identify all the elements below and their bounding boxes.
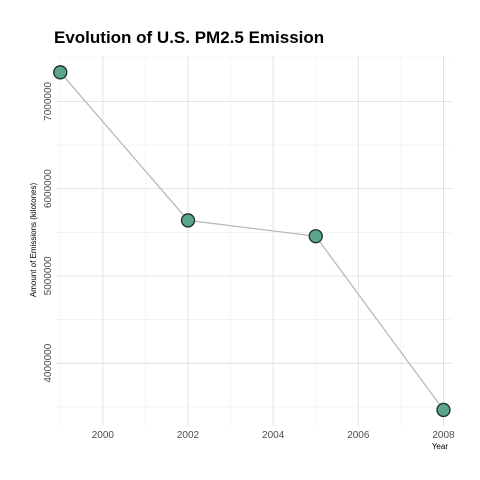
data-point <box>308 229 323 244</box>
x-axis-ticks: 2000 2002 2004 2006 2008 <box>92 430 455 441</box>
y-tick-label: 6000000 <box>43 169 54 208</box>
x-tick-label: 2006 <box>347 430 370 441</box>
chart-title: Evolution of U.S. PM2.5 Emission <box>54 28 324 47</box>
y-axis-title: Amount of Emissions (kilotones) <box>29 183 38 298</box>
y-tick-label: 7000000 <box>43 81 54 120</box>
x-tick-label: 2008 <box>432 430 455 441</box>
data-point <box>53 65 68 80</box>
data-point <box>180 213 196 228</box>
x-tick-label: 2000 <box>92 430 115 441</box>
data-points <box>53 65 451 418</box>
x-tick-label: 2002 <box>177 430 200 441</box>
y-tick-label: 5000000 <box>43 256 54 295</box>
series-line-path <box>59 71 444 411</box>
data-point <box>436 402 451 418</box>
grid <box>56 56 452 426</box>
y-tick-label: 4000000 <box>43 343 54 382</box>
series-line <box>59 71 444 411</box>
y-axis-ticks: 4000000 5000000 6000000 7000000 <box>43 81 54 382</box>
x-tick-label: 2004 <box>262 430 285 441</box>
x-axis-title: Year <box>432 442 449 451</box>
